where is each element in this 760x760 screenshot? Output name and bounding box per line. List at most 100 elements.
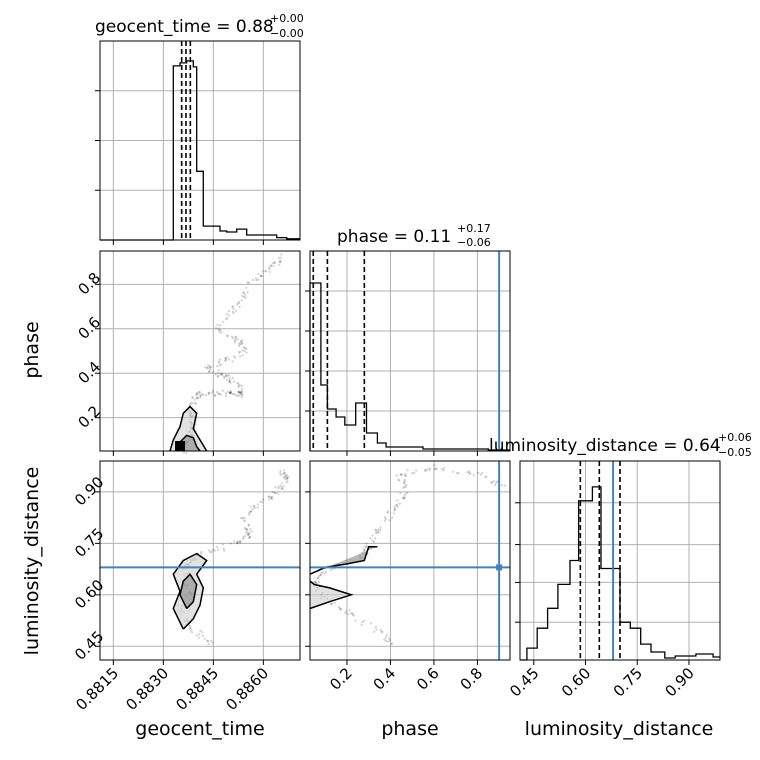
ld-geo-sample-point-0-4 — [211, 641, 214, 644]
title-phase-value: 0.11 — [413, 227, 451, 247]
phase-geo-sample-point-6-7 — [219, 393, 222, 396]
ld-phase-truth-marker — [496, 564, 503, 571]
ld-geo-sample-point-6-7 — [236, 540, 239, 543]
phase-geo-sample-point-5-0 — [200, 392, 204, 395]
ld-phase-sample-point-1-6 — [361, 621, 364, 624]
ld-phase-sample-point-2-11 — [339, 608, 342, 611]
phase-geo-sample-point-7-8 — [234, 393, 237, 397]
ld-geo-sample-point-0-2 — [203, 637, 206, 640]
phase-geo-sample-point-7-7 — [231, 392, 234, 396]
phase-geo-sample-point-10-12 — [217, 374, 220, 378]
phase-geo-sample-point-7-10 — [228, 391, 231, 395]
ld-geo-sample-point-12-3 — [283, 477, 286, 480]
ld-geo-yticklabel-3: 0.90 — [71, 473, 107, 509]
ld-phase-sample-point-9-1 — [398, 502, 401, 505]
ld-phase-sample-point-0-8 — [384, 636, 387, 639]
ld-phase-sample-point-10-4 — [399, 473, 403, 476]
x-axis-label-phase: phase — [381, 718, 438, 740]
ld-phase-sample-point-10-1 — [398, 479, 401, 482]
ld-phase-sample-point-3-0 — [314, 580, 317, 583]
ld-geo-sample-point-0-0 — [195, 634, 198, 637]
phase-geo-sample-point-18-7 — [277, 257, 280, 260]
ld-phase-sample-point-13-12 — [492, 480, 495, 483]
geocent-hist-frame — [99, 40, 301, 241]
ld-geo-sample-point-12-7 — [281, 472, 284, 475]
ld-geo-sample-point-12-12 — [279, 470, 282, 473]
ld-geo-sample-point-7-0 — [247, 533, 250, 537]
phase-geo-sample-point-9-12 — [237, 382, 240, 385]
ld-geo-sample-point-10-12 — [267, 495, 270, 498]
ld-phase-sample-point-12-6 — [442, 469, 445, 472]
phase-geo-sample-point-16-6 — [238, 305, 241, 308]
ld-geo-sample-point-9-10 — [253, 504, 256, 507]
phase-geo-sample-point-9-2 — [227, 380, 231, 383]
phase-geo-sample-point-7-3 — [229, 391, 232, 394]
phase-geo-sample-point-6-10 — [213, 394, 216, 397]
phase-geo-sample-point-5-10 — [199, 396, 202, 399]
phase-geo-sample-point-14-9 — [217, 328, 221, 332]
ld-phase-sample-point-11-4 — [425, 468, 429, 471]
ld-phase-sample-point-1-8 — [345, 610, 348, 613]
phase-geo-sample-point-18-5 — [268, 267, 271, 270]
ld-phase-sample-point-11-1 — [404, 474, 407, 477]
phase-geo-sample-point-9-8 — [222, 375, 226, 379]
ld-geo-sample-point-12-13 — [283, 471, 286, 474]
ld-phase-sample-point-12-4 — [440, 468, 443, 471]
ld-geo-sample-point-8-4 — [248, 532, 251, 535]
ld-geo-xticklabel-1: 0.8830 — [122, 664, 172, 714]
ld-phase-sample-point-11-10 — [411, 472, 414, 475]
ld-hist-xticklabel-1: 0.60 — [558, 664, 594, 700]
phase-geo-sample-point-6-4 — [216, 391, 219, 394]
ld-geo-sample-point-10-7 — [261, 501, 264, 504]
geocent-hist-histogram-step — [100, 60, 300, 241]
title-geocent-time-minus: −0.00 — [270, 27, 304, 40]
ld-phase-sample-point-2-8 — [340, 608, 343, 611]
ld-geo-sample-point-9-8 — [251, 507, 254, 511]
phase-geo-sample-point-10-3 — [214, 373, 217, 376]
ld-geo-sample-point-12-9 — [283, 472, 286, 475]
phase-geo-sample-point-18-1 — [273, 261, 276, 264]
ld-geo-sample-point-10-13 — [276, 492, 279, 495]
ld-phase-sample-point-8-12 — [383, 519, 387, 523]
phase-geo-sample-point-11-4 — [207, 364, 210, 367]
phase-geo-sample-point-12-2 — [238, 351, 241, 354]
ld-geo-sample-point-9-0 — [250, 510, 253, 513]
phase-geo-sample-point-8-12 — [240, 390, 243, 393]
ld-phase-sample-point-13-10 — [494, 483, 497, 487]
x-axis-label-luminosity-distance: luminosity_distance — [525, 718, 714, 740]
ld-phase-sample-point-1-7 — [346, 612, 349, 616]
ld-geo-yticklabel-2: 0.75 — [71, 524, 107, 560]
ld-hist-xticklabel-0: 0.45 — [506, 664, 542, 700]
ld-phase-sample-point-4-13 — [320, 574, 323, 577]
phase-geo-sample-point-14-5 — [235, 335, 238, 338]
title-luminosity-distance: luminosity_distance = 0.64 — [489, 436, 721, 456]
phase-geo-sample-point-17-5 — [260, 275, 263, 278]
phase-geo-sample-point-14-12 — [226, 334, 229, 338]
ld-geo-sample-point-7-4 — [236, 542, 239, 545]
ld-phase-xticklabel-2: 0.6 — [413, 664, 443, 694]
phase-geo-sample-point-15-10 — [231, 310, 234, 313]
ld-geo-sample-point-0-5 — [209, 639, 212, 642]
ld-phase-sample-point-0-4 — [386, 640, 389, 643]
ld-geo-sample-point-7-7 — [249, 535, 252, 539]
phase-geo-sample-point-15-0 — [222, 320, 225, 323]
ld-phase-sample-point-10-7 — [403, 482, 406, 485]
phase-geo-sample-point-12-1 — [231, 360, 234, 363]
phase-geo-sample-point-10-0 — [207, 370, 211, 373]
ld-geo-sample-point-0-10 — [190, 629, 193, 632]
ld-phase-sample-point-5-2 — [331, 568, 334, 571]
phase-geo-sample-point-10-6 — [220, 373, 223, 376]
ld-phase-sample-point-13-0 — [485, 475, 488, 478]
ld-geo-sample-point-0-12 — [201, 634, 204, 637]
phase-geo-sample-point-0-8 — [182, 451, 185, 454]
phase-geo-sample-point-16-7 — [242, 296, 246, 299]
ld-geo-sample-point-9-13 — [248, 512, 251, 515]
phase-geo-sample-point-5-7 — [207, 393, 210, 396]
phase-geo-sample-point-8-11 — [239, 391, 242, 394]
phase-geo-sample-point-0-7 — [185, 452, 188, 455]
ld-phase-sample-point-6-4 — [363, 548, 367, 552]
phase-geo-contour-0 — [169, 405, 208, 452]
phase-geo-sample-point-18-6 — [270, 264, 273, 267]
ld-phase-sample-point-1-13 — [363, 619, 366, 623]
phase-geo-sample-point-4-11 — [191, 396, 194, 399]
